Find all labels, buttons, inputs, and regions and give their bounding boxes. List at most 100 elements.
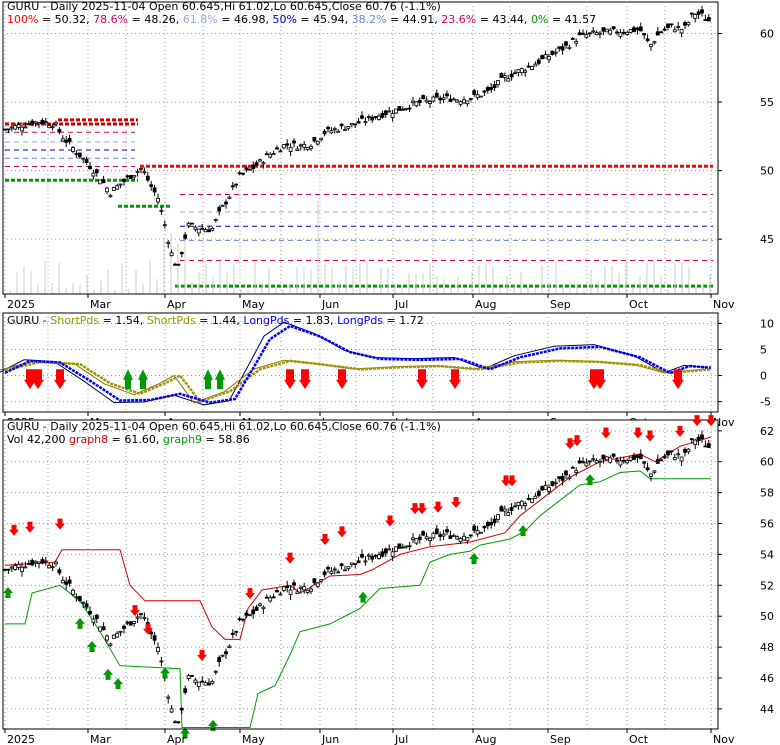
bar-body [536, 490, 541, 496]
fib-legend-value: = 43.44, [476, 13, 531, 26]
fib-legend-label: 0% [531, 13, 548, 26]
bar-body [196, 681, 201, 687]
sell-arrow [9, 524, 19, 536]
bar-body [373, 554, 378, 557]
oscillator-title-part-0: GURU - [7, 314, 50, 327]
bar-body [577, 460, 582, 464]
bar-body [628, 29, 633, 33]
sell-arrow [501, 475, 511, 487]
x-tick-label: Sep [550, 298, 571, 311]
bar-body [9, 126, 14, 129]
bar-body [584, 34, 589, 38]
y-tick-label: 54 [760, 548, 774, 561]
bar-body [295, 591, 300, 595]
bar-body [533, 495, 538, 499]
bar-body [173, 263, 177, 266]
bar-body [33, 121, 38, 124]
bar-body [326, 126, 330, 130]
bar-body [94, 614, 99, 619]
x-tick-label: Jul [394, 733, 408, 745]
bar-body [621, 31, 626, 34]
bar-body [186, 675, 191, 679]
bar-body [421, 531, 426, 536]
buy-arrow [358, 591, 368, 603]
bar-body [567, 476, 572, 480]
bar-body [275, 590, 279, 593]
bar-body [533, 63, 538, 67]
oscillator-grid [3, 313, 718, 412]
bar-body [492, 518, 497, 524]
bar-body [105, 187, 109, 193]
bar-body [145, 175, 150, 181]
fib-legend-label: 23.6% [441, 13, 476, 26]
sell-arrow [572, 435, 582, 447]
bar-body [370, 556, 375, 560]
y-tick-label: 56 [760, 518, 774, 531]
bar-body [370, 117, 375, 121]
sell-arrow [706, 415, 716, 427]
bar-body [666, 450, 670, 456]
bar-body [655, 459, 660, 464]
bar-body [547, 56, 551, 61]
sell-arrow [672, 369, 684, 390]
signal-subheader-part-1: graph8 [69, 433, 108, 446]
bar-body [628, 456, 633, 461]
bar-body [135, 170, 140, 173]
bar-body [251, 609, 256, 615]
bar-body [377, 115, 381, 120]
fib-legend-label: 38.2% [352, 13, 387, 26]
y-tick-label: 55 [760, 96, 774, 109]
bar-body [462, 535, 466, 541]
bar-body [356, 560, 361, 564]
bar-body [60, 579, 65, 584]
bar-body [445, 529, 449, 533]
y-tick-label: 58 [760, 487, 774, 500]
bar-body [465, 100, 470, 105]
oscillator-title-part-5: LongPds [243, 314, 289, 327]
bar-body [394, 546, 398, 552]
bar-body [50, 126, 55, 129]
bar-body [54, 561, 58, 565]
bar-body [190, 222, 194, 225]
signal-subheader-part-2: = 61.60, [108, 433, 163, 446]
bar-body [604, 456, 609, 461]
bar-body [132, 174, 137, 178]
bar-body [570, 38, 575, 40]
bar-body [662, 28, 667, 31]
bar-body [703, 19, 708, 21]
bar-body [540, 486, 545, 491]
buy-arrow [160, 667, 170, 679]
sell-arrow [507, 475, 517, 487]
bar-body [6, 128, 11, 131]
bar-body [278, 593, 283, 596]
bar-body [196, 228, 201, 234]
bar-body [115, 632, 120, 638]
bar-body [217, 206, 222, 212]
bar-body [84, 159, 89, 163]
bar-body [30, 120, 35, 126]
bar-body [329, 130, 334, 134]
bar-body [635, 27, 640, 31]
bar-body [33, 560, 38, 564]
bar-body [3, 568, 7, 571]
bar-body [411, 537, 415, 541]
bar-body [26, 562, 31, 565]
sell-arrow [594, 369, 606, 390]
sell-arrow [601, 427, 611, 439]
bar-body [179, 252, 184, 255]
x-tick-label: 2025 [7, 733, 35, 745]
bar-body [604, 28, 609, 33]
bar-body [672, 29, 677, 33]
bar-body [557, 46, 562, 49]
signal-subheader-part-3: graph9 [163, 433, 202, 446]
bar-body [281, 144, 286, 149]
bar-body [451, 98, 456, 101]
volume-bars [9, 199, 711, 294]
bar-body [649, 473, 653, 477]
fib-legend-value: = 44.91, [387, 13, 442, 26]
bar-body [159, 209, 164, 212]
y-tick-label: 48 [760, 641, 774, 654]
bar-body [492, 84, 497, 89]
bar-body [683, 448, 687, 453]
sell-arrow [565, 438, 575, 450]
